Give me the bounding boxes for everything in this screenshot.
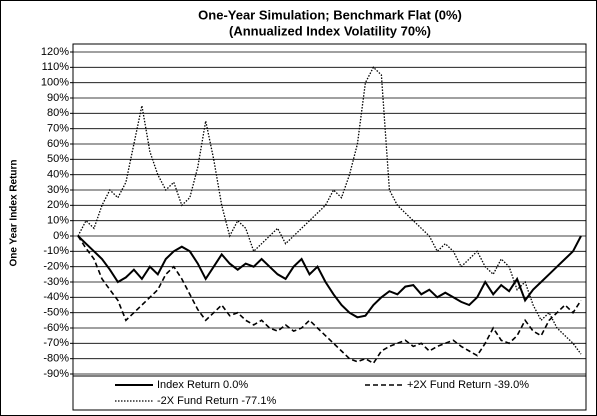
legend-label: -2X Fund Return -77.1% xyxy=(157,395,276,407)
chart-title: One-Year Simulation; Benchmark Flat (0%) xyxy=(198,7,462,22)
y-tick-label: 110% xyxy=(42,61,70,73)
y-tick-label: 90% xyxy=(47,92,69,104)
y-tick-label: -70% xyxy=(43,337,69,349)
legend-label: Index Return 0.0% xyxy=(157,379,248,391)
y-tick-label: -90% xyxy=(43,368,69,380)
y-tick-label: -50% xyxy=(43,307,69,319)
legend-label: +2X Fund Return -39.0% xyxy=(407,379,529,391)
y-tick-label: 60% xyxy=(47,138,69,150)
series-line xyxy=(77,235,582,319)
y-tick-label: 10% xyxy=(47,215,69,227)
y-tick-label: 50% xyxy=(47,153,69,165)
series-line xyxy=(77,66,582,355)
y-tick-label: 30% xyxy=(47,184,69,196)
y-tick-label: -20% xyxy=(43,261,69,273)
y-tick-label: -60% xyxy=(43,322,69,334)
y-tick-label: 70% xyxy=(47,123,69,135)
y-tick-label: 40% xyxy=(47,169,69,181)
y-tick-label: 120% xyxy=(41,46,69,58)
y-tick-label: 20% xyxy=(47,199,69,211)
legend-box xyxy=(72,375,587,411)
y-tick-label: -80% xyxy=(43,353,69,365)
chart-subtitle: (Annualized Index Volatility 70%) xyxy=(229,23,431,38)
y-axis-label: One Year Index Return xyxy=(9,159,20,266)
y-tick-label: -30% xyxy=(43,276,69,288)
y-tick-label: -10% xyxy=(43,245,69,257)
y-tick-label: 0% xyxy=(53,230,69,242)
y-tick-label: -40% xyxy=(43,291,69,303)
y-tick-label: 80% xyxy=(47,107,69,119)
y-tick-label: 100% xyxy=(41,77,69,89)
series-line xyxy=(77,235,582,365)
